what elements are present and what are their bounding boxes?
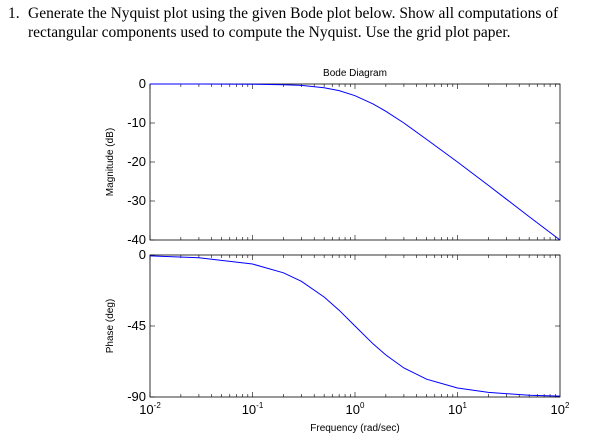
phase-y-tick-label: -45: [127, 318, 146, 333]
phase-y-tick-label: -90: [127, 389, 146, 404]
phase-y-tick-label: 0: [139, 247, 146, 262]
magnitude-y-tick-label: 0: [139, 76, 146, 91]
magnitude-y-tick-label: -40: [127, 232, 146, 247]
x-axis-label: Frequency (rad/sec): [310, 423, 399, 434]
phase-plot: 0 -45 -90 Phase (deg) 10-2 10-1 100 101 102 Frequ…: [105, 247, 570, 434]
x-tick-label: 102: [551, 401, 570, 417]
phase-series-line: [149, 255, 561, 397]
magnitude-plot: 0 -10 -20 -30 -40 Magnitude (dB) Bode Diagram: [105, 68, 561, 247]
magnitude-series-line: [150, 83, 561, 241]
magnitude-frame: [149, 83, 561, 241]
x-tick-label: 100: [346, 401, 365, 417]
question: 1. Generate the Nyquist plot using the g…: [8, 4, 608, 42]
magnitude-y-tick-label: -20: [127, 154, 146, 169]
magnitude-y-axis-label: Magnitude (dB): [105, 128, 116, 196]
x-tick-label: 101: [448, 401, 467, 417]
chart-title: Bode Diagram: [323, 68, 387, 79]
x-tick-label: 10-1: [242, 401, 264, 417]
magnitude-y-tick-label: -30: [127, 193, 146, 208]
x-tick-label: 10-2: [139, 401, 161, 417]
phase-y-axis-label: Phase (deg): [105, 299, 116, 353]
question-text: Generate the Nyquist plot using the give…: [28, 5, 559, 41]
magnitude-y-tick-label: -10: [127, 115, 146, 130]
question-number: 1.: [8, 5, 20, 22]
